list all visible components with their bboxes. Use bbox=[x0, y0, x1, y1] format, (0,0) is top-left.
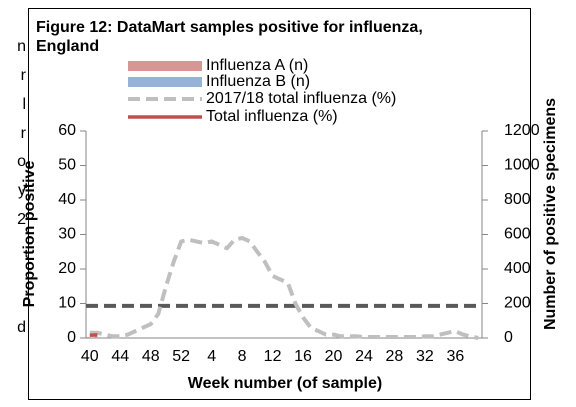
margin-text: , bbox=[22, 291, 26, 308]
y2-tick-label: 0 bbox=[504, 329, 513, 346]
y-tick-label: 0 bbox=[67, 329, 76, 346]
bar bbox=[86, 336, 90, 338]
legend-label: Influenza B (n) bbox=[206, 73, 310, 90]
chart-subtitle: England bbox=[36, 38, 99, 55]
margin-text: o bbox=[17, 153, 26, 170]
x-tick-label: 44 bbox=[111, 348, 129, 365]
bar bbox=[94, 336, 98, 338]
x-axis-title: Week number (of sample) bbox=[188, 375, 382, 392]
y2-axis-title: Number of positive specimens bbox=[542, 98, 559, 330]
margin-text: r bbox=[21, 125, 27, 142]
x-tick-label: 52 bbox=[172, 348, 190, 365]
legend-swatch bbox=[128, 77, 202, 87]
y-tick-label: 20 bbox=[58, 260, 76, 277]
margin-text: y bbox=[18, 182, 26, 199]
x-tick-label: 32 bbox=[416, 348, 434, 365]
chart-border bbox=[28, 8, 531, 400]
x-tick-label: 36 bbox=[446, 348, 464, 365]
y-tick-label: 40 bbox=[58, 191, 76, 208]
legend-label: Total influenza (%) bbox=[206, 108, 338, 125]
y-tick-label: 10 bbox=[58, 295, 76, 312]
margin-text: n bbox=[17, 38, 26, 55]
legend-label: 2017/18 total influenza (%) bbox=[206, 90, 396, 107]
y2-tick-label: 1200 bbox=[504, 122, 540, 139]
x-tick-label: 8 bbox=[238, 348, 247, 365]
margin-text: 2 bbox=[17, 211, 26, 228]
x-tick-label: 12 bbox=[264, 348, 282, 365]
x-tick-label: 28 bbox=[386, 348, 404, 365]
y2-tick-label: 200 bbox=[504, 295, 531, 312]
y2-tick-label: 1000 bbox=[504, 157, 540, 174]
x-tick-label: 24 bbox=[355, 348, 373, 365]
x-tick-label: 40 bbox=[81, 348, 99, 365]
y2-tick-label: 400 bbox=[504, 260, 531, 277]
x-tick-label: 4 bbox=[207, 348, 216, 365]
y-axis-title: Proportion positive bbox=[21, 161, 38, 308]
y-tick-label: 50 bbox=[58, 157, 76, 174]
legend-label: Influenza A (n) bbox=[206, 57, 308, 74]
chart-title: Figure 12: DataMart samples positive for… bbox=[36, 19, 423, 36]
legend-swatch bbox=[128, 61, 202, 71]
x-tick-label: 48 bbox=[142, 348, 160, 365]
margin-text: d bbox=[17, 319, 26, 336]
x-tick-label: 16 bbox=[294, 348, 312, 365]
x-tick-label: 20 bbox=[325, 348, 343, 365]
y-tick-label: 60 bbox=[58, 122, 76, 139]
line-series bbox=[89, 235, 479, 340]
margin-text: l bbox=[22, 96, 26, 113]
y2-tick-label: 800 bbox=[504, 191, 531, 208]
y2-tick-label: 600 bbox=[504, 226, 531, 243]
y-tick-label: 30 bbox=[58, 226, 76, 243]
margin-text: r bbox=[21, 67, 27, 84]
